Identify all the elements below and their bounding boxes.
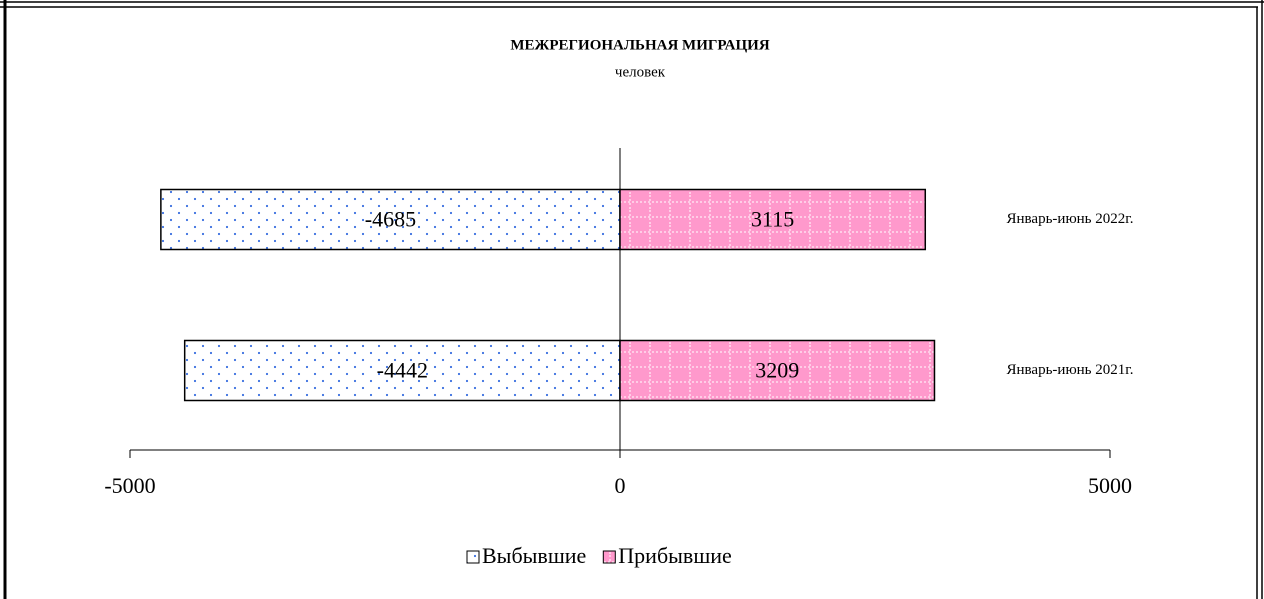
bar: [183, 339, 621, 402]
value-label: 3115: [751, 207, 794, 232]
x-tick-label: 0: [615, 473, 626, 498]
bar: [619, 339, 936, 402]
bar: [619, 188, 927, 251]
legend-label: Выбывшие: [482, 543, 586, 568]
chart-title: МЕЖРЕГИОНАЛЬНАЯ МИГРАЦИЯ: [510, 37, 769, 53]
value-label: 3209: [755, 358, 799, 383]
category-label: Январь-июнь 2022г.: [1007, 211, 1134, 227]
legend-label: Прибывшие: [618, 543, 732, 568]
legend-swatch: [466, 550, 480, 564]
value-label: -4442: [377, 358, 428, 383]
category-label: Январь-июнь 2021г.: [1007, 362, 1134, 378]
value-label: -4685: [365, 207, 416, 232]
legend-swatch: [602, 550, 616, 564]
x-tick-label: -5000: [104, 473, 155, 498]
chart-subtitle: человек: [615, 64, 666, 80]
x-tick-label: 5000: [1088, 473, 1132, 498]
